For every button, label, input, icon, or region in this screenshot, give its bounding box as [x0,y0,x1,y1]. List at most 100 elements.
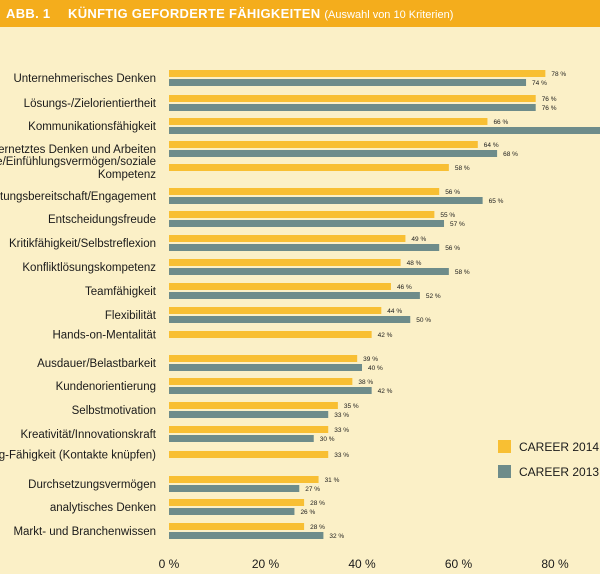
category-label: Markt- und Branchenwissen [13,526,156,538]
value-label-2014: 35 % [344,403,359,410]
value-label-2014: 46 % [397,284,412,291]
category-label: Entscheidungsfreude [48,214,156,226]
category-label: Hands-on-Mentalität [52,330,156,342]
bar-career-2014 [169,283,391,290]
category-label: Durchsetzungsvermögen [28,479,156,491]
bar-career-2013 [169,127,600,134]
x-tick-label: 40 % [348,557,376,571]
value-label-2013: 52 % [426,293,441,300]
value-label-2014: 28 % [310,524,325,531]
category-label: Networking-Fähigkeit (Kontakte knüpfen) [0,450,156,462]
bar-career-2013 [169,485,300,492]
bar-career-2014 [169,523,305,530]
value-label-2013: 74 % [532,80,547,87]
value-label-2014: 39 % [363,356,378,363]
value-label-2013: 40 % [368,365,383,372]
chart-title-text: KÜNFTIG GEFORDERTE FÄHIGKEITEN [68,6,321,21]
value-label-2013: 56 % [445,245,460,252]
bar-career-2014 [169,211,435,218]
figure-header: ABB. 1 KÜNFTIG GEFORDERTE FÄHIGKEITEN (Au… [0,0,600,27]
legend-label-2014: CAREER 2014 [519,440,599,454]
value-label-2013: 57 % [450,221,465,228]
value-label-2014: 58 % [455,165,470,172]
value-label-2014: 48 % [407,260,422,267]
value-label-2014: 56 % [445,189,460,196]
category-label: Kritikfähigkeit/Selbstreflexion [9,238,156,250]
value-label-2013: 30 % [320,436,335,443]
category-label: Unternehmerisches Denken [13,73,156,85]
bar-career-2013 [169,532,324,539]
category-label: Flexibilität [105,310,157,322]
category-label: Leistungsbereitschaft/Engagement [0,191,157,203]
chart-subtitle: (Auswahl von 10 Kriterien) [324,9,454,21]
value-label-2013: 68 % [503,151,518,158]
value-label-2013: 65 % [489,198,504,205]
value-label-2014: 28 % [310,500,325,507]
bar-career-2014 [169,259,401,266]
value-label-2013: 50 % [416,317,431,324]
bar-career-2013 [169,220,445,227]
bar-career-2013 [169,79,527,86]
category-label: analytisches Denken [50,502,156,514]
bar-career-2014 [169,118,488,125]
category-label: Kreativität/Innovationskraft [20,429,156,441]
x-tick-label: 20 % [252,557,280,571]
bar-career-2014 [169,188,440,195]
bar-career-2014 [169,70,546,77]
value-label-2014: 44 % [387,308,402,315]
bar-career-2014 [169,235,406,242]
figure-number: ABB. 1 [6,6,51,21]
bar-career-2014 [169,402,338,409]
bar-career-2014 [169,95,536,102]
legend-swatch-2014 [498,440,511,453]
value-label-2014: 31 % [325,477,340,484]
value-label-2014: 33 % [334,452,349,459]
value-label-2014: 55 % [440,212,455,219]
category-label: Ausdauer/Belastbarkeit [37,358,157,370]
category-label: Vernetztes Denken und Arbeiten [0,144,156,156]
value-label-2014: 64 % [484,142,499,149]
value-label-2014: 38 % [358,379,373,386]
category-label: Kommunikationsfähigkeit [28,121,157,133]
value-label-2013: 42 % [378,388,393,395]
value-label-2013: 32 % [329,533,344,540]
value-label-2013: 33 % [334,412,349,419]
chart-title: KÜNFTIG GEFORDERTE FÄHIGKEITEN (Auswahl v… [68,6,453,21]
bar-career-2013 [169,292,420,299]
legend-label-2013: CAREER 2013 [519,465,599,479]
legend-swatch-2013 [498,465,511,478]
value-label-2014: 76 % [542,96,557,103]
category-label: Konfliktlösungskompetenz [22,262,156,274]
category-label: Lösungs-/Zielorientiertheit [24,98,157,110]
value-label-2014: 78 % [551,71,566,78]
bar-career-2013 [169,244,440,251]
category-label: Teamfähigkeit [85,286,157,298]
value-label-2013: 27 % [305,486,320,493]
x-tick-label: 60 % [445,557,473,571]
value-label-2014: 33 % [334,427,349,434]
x-tick-label: 0 % [159,557,180,571]
value-label-2013: 58 % [455,269,470,276]
bar-career-2013 [169,364,362,371]
value-label-2013: 26 % [300,509,315,516]
bar-career-2014 [169,141,478,148]
category-label: Kundenorientierung [56,381,156,393]
bar-career-2013 [169,150,498,157]
bar-career-2013 [169,508,295,515]
bar-career-2014 [169,426,329,433]
bar-career-2013 [169,387,372,394]
bar-career-2014 [169,378,353,385]
bar-career-2014 [169,164,449,171]
value-label-2013: 76 % [542,105,557,112]
x-tick-label: 80 % [541,557,569,571]
bar-career-2014 [169,331,372,338]
category-label: Empathie/Einfühlungsvermögen/sozialeKomp… [0,156,156,181]
bar-career-2014 [169,476,319,483]
value-label-2014: 49 % [411,236,426,243]
value-label-2014: 66 % [493,119,508,126]
category-label: Selbstmotivation [72,405,156,417]
bar-career-2013 [169,316,411,323]
bar-career-2013 [169,197,483,204]
bar-career-2013 [169,411,329,418]
bar-career-2014 [169,499,305,506]
